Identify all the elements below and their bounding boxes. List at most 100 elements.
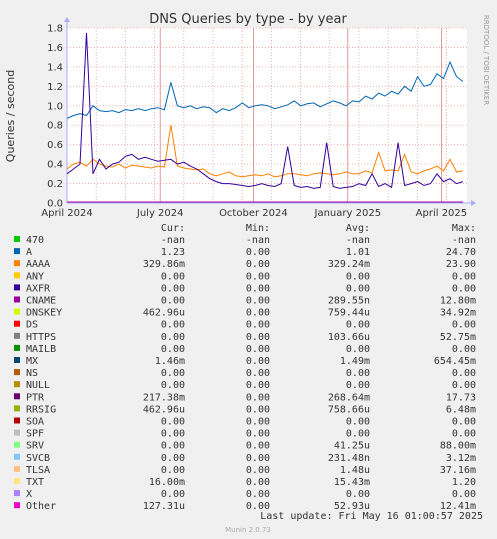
legend-avg: 329.24m <box>328 259 370 270</box>
legend: Cur: Min: Avg: Max: 470 -nan -nan -nan -nan A 1.23… <box>14 223 476 512</box>
legend-swatch <box>14 502 20 509</box>
legend-swatch <box>14 417 20 424</box>
legend-max: 0.00 <box>452 344 476 355</box>
legend-cur: 0.00 <box>161 465 185 476</box>
legend-min: 0.00 <box>246 320 270 331</box>
legend-swatch <box>14 260 20 267</box>
legend-label: DNSKEY <box>26 308 62 319</box>
legend-swatch <box>14 465 20 472</box>
legend-avg: 268.64m <box>328 392 370 403</box>
legend-swatch <box>14 405 20 412</box>
legend-swatch <box>14 248 20 255</box>
plot-area <box>67 28 467 203</box>
legend-max: 0.00 <box>452 380 476 391</box>
legend-label: X <box>26 489 32 500</box>
legend-max: 0.00 <box>452 320 476 331</box>
series-line-a <box>66 60 464 119</box>
y-tick-label: 1.6 <box>47 43 63 54</box>
legend-max: 37.16m <box>440 465 476 476</box>
legend-min: 0.00 <box>246 271 270 282</box>
series-line-aaaa <box>66 125 464 178</box>
legend-cur: 0.00 <box>161 320 185 331</box>
legend-avg: 15.43m <box>334 477 370 488</box>
legend-swatch <box>14 284 20 291</box>
legend-label: TLSA <box>26 465 50 476</box>
y-tick-label: 1.2 <box>47 82 63 93</box>
legend-header: Avg: <box>346 223 370 234</box>
legend-swatch <box>14 441 20 448</box>
legend-max: 52.75m <box>440 332 476 343</box>
legend-min: 0.00 <box>246 489 270 500</box>
legend-swatch <box>14 332 20 339</box>
legend-max: 24.70 <box>446 247 476 258</box>
legend-label: SPF <box>26 429 44 440</box>
last-update: Last update: Fri May 16 01:00:57 2025 <box>260 511 483 522</box>
legend-max: 1.20 <box>452 477 476 488</box>
legend-label: HTTPS <box>26 332 56 343</box>
legend-min: 0.00 <box>246 441 270 452</box>
legend-swatch <box>14 308 20 315</box>
x-tick-label: April 2025 <box>416 208 467 219</box>
legend-cur: 0.00 <box>161 296 185 307</box>
legend-swatch <box>14 369 20 376</box>
legend-min: 0.00 <box>246 259 270 270</box>
x-tick-label: April 2024 <box>41 208 92 219</box>
legend-avg: 1.01 <box>346 247 370 258</box>
legend-cur: 1.23 <box>161 247 185 258</box>
legend-max: 23.90 <box>446 259 476 270</box>
legend-max: 0.00 <box>452 283 476 294</box>
legend-header: Max: <box>452 223 476 234</box>
legend-cur: 217.38m <box>143 392 185 403</box>
y-tick-label: 0.0 <box>47 199 63 210</box>
legend-min: 0.00 <box>246 344 270 355</box>
legend-label: 470 <box>26 235 44 246</box>
legend-min: 0.00 <box>246 417 270 428</box>
x-axis-arrow <box>471 200 476 206</box>
legend-label: TXT <box>26 477 44 488</box>
legend-swatch <box>14 429 20 436</box>
legend-cur: 127.31u <box>143 501 185 512</box>
legend-min: 0.00 <box>246 429 270 440</box>
legend-label: DS <box>26 320 38 331</box>
legend-min: 0.00 <box>246 308 270 319</box>
legend-cur: 0.00 <box>161 429 185 440</box>
legend-label: SOA <box>26 417 44 428</box>
y-tick-label: 0.6 <box>47 140 63 151</box>
legend-max: 0.00 <box>452 429 476 440</box>
axes: 0.0 0.2 0.4 0.6 0.8 1.0 1.2 1.4 1.6 1.8 April 2024… <box>41 17 476 219</box>
legend-swatch <box>14 272 20 279</box>
legend-header: Min: <box>246 223 270 234</box>
y-tick-label: 1.8 <box>47 24 63 35</box>
y-tick-label: 0.2 <box>47 179 63 190</box>
legend-cur: 16.00m <box>149 477 185 488</box>
legend-cur: 0.00 <box>161 283 185 294</box>
legend-max: 12.41m <box>440 501 476 512</box>
x-tick-label: July 2024 <box>136 208 184 219</box>
legend-avg: 289.55n <box>328 296 370 307</box>
chart-title: DNS Queries by type - by year <box>149 12 347 27</box>
legend-cur: 462.96u <box>143 308 185 319</box>
legend-label: NS <box>26 368 38 379</box>
legend-max: 0.00 <box>452 489 476 500</box>
legend-avg: 0.00 <box>346 489 370 500</box>
legend-swatch <box>14 381 20 388</box>
grid <box>66 27 467 204</box>
legend-max: 17.73 <box>446 392 476 403</box>
legend-min: 0.00 <box>246 332 270 343</box>
legend-avg: 0.00 <box>346 344 370 355</box>
legend-avg: 103.66u <box>328 332 370 343</box>
y-tick-label: 0.4 <box>47 160 63 171</box>
legend-swatch <box>14 393 20 400</box>
legend-label: Other <box>26 501 56 512</box>
y-tick-label: 1.4 <box>47 62 63 73</box>
legend-header: Cur: <box>161 223 185 234</box>
legend-swatch <box>14 236 20 242</box>
legend-label: AAAA <box>26 259 50 270</box>
legend-cur: 0.00 <box>161 344 185 355</box>
legend-avg: -nan <box>346 235 370 246</box>
legend-swatch <box>14 344 20 351</box>
y-tick-label: 1.0 <box>47 101 63 112</box>
legend-max: -nan <box>452 235 476 246</box>
legend-max: 3.12m <box>446 453 476 464</box>
legend-min: 0.00 <box>246 356 270 367</box>
